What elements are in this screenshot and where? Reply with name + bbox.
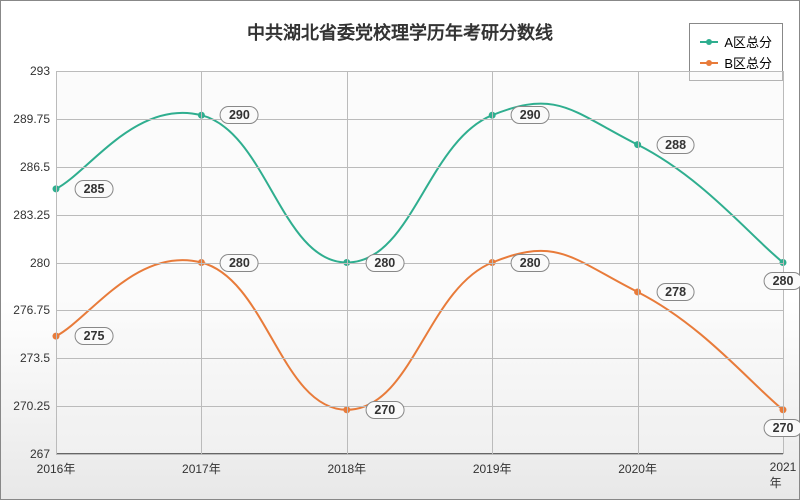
chart-title: 中共湖北省委党校理学历年考研分数线 xyxy=(247,19,553,45)
x-tick-label: 2016年 xyxy=(37,454,76,477)
x-tick-label: 2021年 xyxy=(770,454,797,491)
legend-item-b: B区总分 xyxy=(700,53,772,72)
gridline-h xyxy=(56,310,783,311)
data-label: 278 xyxy=(656,283,695,301)
data-label: 275 xyxy=(75,327,114,345)
plot-area: 267270.25273.5276.75280283.25286.5289.75… xyxy=(56,71,783,454)
gridline-h xyxy=(56,454,783,455)
y-tick-label: 289.75 xyxy=(13,112,56,126)
x-tick-label: 2017年 xyxy=(182,454,221,477)
gridline-h xyxy=(56,119,783,120)
legend-item-a: A区总分 xyxy=(700,32,772,51)
y-tick-label: 286.5 xyxy=(20,160,56,174)
data-label: 288 xyxy=(656,136,695,154)
data-label: 290 xyxy=(511,106,550,124)
series-line xyxy=(56,104,783,263)
gridline-v xyxy=(201,71,202,454)
gridline-h xyxy=(56,406,783,407)
data-label: 280 xyxy=(764,272,800,290)
data-label: 290 xyxy=(220,106,259,124)
data-label: 285 xyxy=(75,180,114,198)
series-line xyxy=(56,251,783,410)
legend-swatch-b xyxy=(700,62,718,64)
legend-label-a: A区总分 xyxy=(724,32,772,51)
data-label: 280 xyxy=(220,254,259,272)
gridline-h xyxy=(56,358,783,359)
gridline-v xyxy=(347,71,348,454)
gridline-h xyxy=(56,71,783,72)
x-tick-label: 2020年 xyxy=(618,454,657,477)
legend-label-b: B区总分 xyxy=(724,53,772,72)
x-tick-label: 2019年 xyxy=(473,454,512,477)
data-label: 270 xyxy=(764,419,800,437)
y-tick-label: 276.75 xyxy=(13,303,56,317)
y-tick-label: 270.25 xyxy=(13,399,56,413)
y-tick-label: 293 xyxy=(30,64,56,78)
y-tick-label: 280 xyxy=(30,256,56,270)
gridline-h xyxy=(56,263,783,264)
x-tick-label: 2018年 xyxy=(327,454,366,477)
gridline-v xyxy=(638,71,639,454)
data-label: 280 xyxy=(365,254,404,272)
y-tick-label: 273.5 xyxy=(20,351,56,365)
gridline-v xyxy=(492,71,493,454)
data-label: 270 xyxy=(365,401,404,419)
gridline-h xyxy=(56,215,783,216)
gridline-v xyxy=(56,71,57,454)
chart-container: 中共湖北省委党校理学历年考研分数线 A区总分 B区总分 267270.25273… xyxy=(0,0,800,500)
gridline-v xyxy=(783,71,784,454)
y-tick-label: 283.25 xyxy=(13,208,56,222)
gridline-h xyxy=(56,167,783,168)
data-label: 280 xyxy=(511,254,550,272)
legend-swatch-a xyxy=(700,41,718,43)
